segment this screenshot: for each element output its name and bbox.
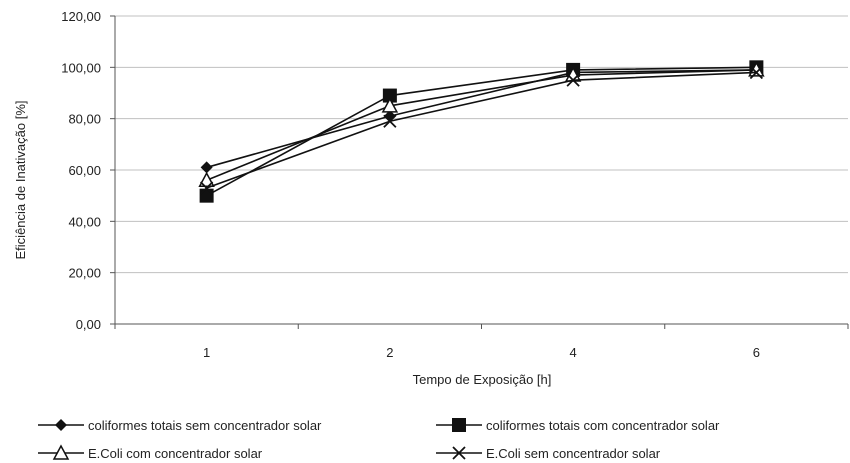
y-tick-label: 20,00 (68, 266, 101, 281)
y-tick-label: 100,00 (61, 60, 101, 75)
series-2 (199, 60, 764, 203)
legend-item: coliformes totais sem concentrador solar (38, 418, 322, 433)
legend: coliformes totais sem concentrador solar… (38, 418, 720, 461)
data-point-x (749, 65, 764, 80)
series-line (206, 71, 757, 189)
legend-label: E.Coli sem concentrador solar (486, 446, 661, 461)
y-tick-label: 40,00 (68, 214, 101, 229)
data-point-x (566, 73, 580, 87)
data-point-diamond (200, 161, 213, 174)
data-point-triangle (198, 171, 215, 188)
legend-marker-square (452, 418, 466, 432)
legend-label: coliformes totais com concentrador solar (486, 418, 720, 433)
data-point-square (382, 88, 397, 103)
data-point-x (199, 181, 214, 195)
data-point-square (199, 188, 214, 203)
data-point-triangle (381, 97, 399, 113)
legend-item: E.Coli com concentrador solar (38, 444, 263, 461)
y-tick-label: 120,00 (61, 9, 101, 24)
series-group (198, 60, 765, 203)
x-tick-labels: 1 2 4 6 (203, 345, 760, 360)
y-axis-title: Eficiência de Inativação [%] (13, 101, 28, 260)
series-line (206, 66, 757, 197)
series-line (206, 69, 757, 182)
series-4 (199, 65, 764, 195)
series-3 (198, 61, 765, 188)
series-line (206, 69, 757, 169)
legend-label: coliformes totais sem concentrador solar (88, 418, 322, 433)
x-axis-title: Tempo de Exposição [h] (413, 372, 552, 387)
grid-lines (115, 15, 848, 274)
x-tick-label: 1 (203, 345, 210, 360)
legend-marker-x (452, 446, 466, 460)
y-tick-labels: 0,00 20,00 40,00 60,00 80,00 100,00 120,00 (61, 9, 101, 332)
legend-item: coliformes totais com concentrador solar (436, 418, 720, 433)
data-point-x (383, 114, 397, 128)
y-tick-label: 0,00 (76, 317, 101, 332)
y-tick-label: 80,00 (68, 112, 101, 127)
axes (110, 15, 849, 329)
x-tick-label: 4 (570, 345, 577, 360)
legend-marker-triangle (52, 444, 70, 460)
x-tick-label: 6 (753, 345, 760, 360)
legend-marker-diamond (55, 419, 67, 431)
x-tick-label: 2 (386, 345, 393, 360)
legend-label: E.Coli com concentrador solar (88, 446, 263, 461)
legend-item: E.Coli sem concentrador solar (436, 446, 661, 461)
y-tick-label: 60,00 (68, 163, 101, 178)
